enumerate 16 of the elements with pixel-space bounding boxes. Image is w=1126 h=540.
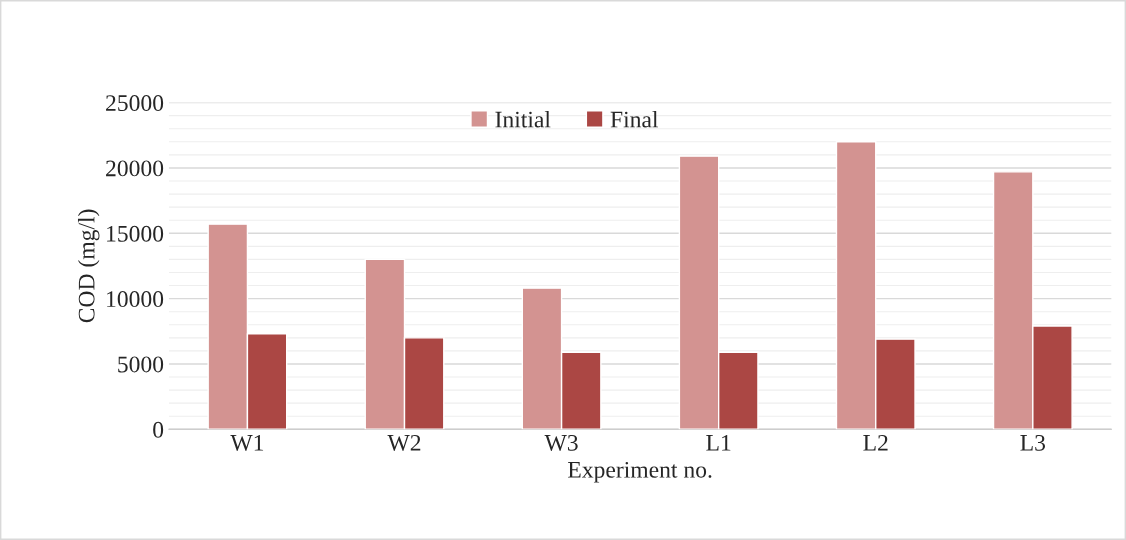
y-tick-label: 15000 [107, 225, 164, 242]
x-tick-label: W2 [387, 434, 421, 451]
x-tick-label: L2 [863, 434, 888, 451]
legend-label: Final [610, 110, 659, 128]
y-tick-label: 0 [153, 421, 164, 438]
legend-label: Initial [495, 110, 551, 128]
y-tick-label: 20000 [106, 160, 164, 177]
x-axis-title: Experiment no. [568, 461, 712, 483]
x-tick-label: W3 [544, 434, 578, 451]
x-tick-label: L3 [1020, 434, 1046, 451]
x-tick-label: L1 [706, 434, 731, 451]
x-tick-label: W1 [230, 434, 264, 451]
y-tick-label: 25000 [106, 95, 164, 112]
y-tick-label: 10000 [107, 291, 164, 308]
y-tick-label: 5000 [118, 356, 164, 373]
y-axis-title: COD (mg/l) [77, 209, 100, 323]
